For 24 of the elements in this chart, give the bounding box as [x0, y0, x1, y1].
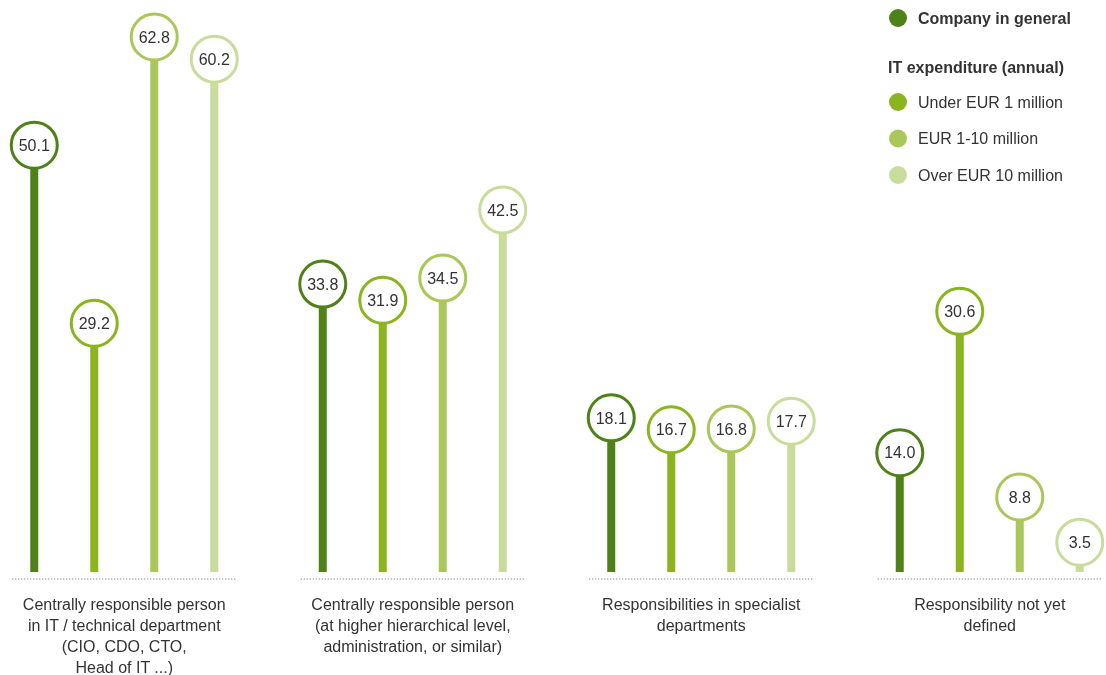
legend-label: EUR 1-10 million [918, 130, 1039, 148]
data-label: 34.5 [427, 269, 459, 287]
data-label: 60.2 [198, 50, 230, 68]
data-label: 14.0 [884, 444, 916, 462]
x-tick-label: Responsibilities in specialist departments [602, 596, 801, 634]
data-label: 3.5 [1068, 533, 1091, 551]
data-label: 16.7 [655, 421, 687, 439]
legend-label: Company in general [918, 9, 1071, 27]
data-label: 42.5 [487, 201, 519, 219]
data-label: 16.8 [715, 420, 747, 438]
data-label: 17.7 [775, 412, 807, 430]
data-label: 18.1 [595, 409, 627, 427]
legend-title: IT expenditure (annual) [888, 58, 1065, 76]
legend-label: Over EUR 10 million [918, 166, 1063, 184]
data-label: 31.9 [367, 292, 399, 309]
x-tick-label: Centrally responsible person (at higher hierarchical level, administration, or similar) [311, 596, 515, 655]
data-label: 62.8 [138, 28, 170, 46]
legend-label: Under EUR 1 million [918, 93, 1063, 111]
data-label: 30.6 [944, 303, 976, 321]
data-label: 33.8 [307, 275, 339, 293]
data-label: 50.1 [18, 136, 50, 154]
data-label: 8.8 [1008, 488, 1031, 506]
x-tick-label: Responsibility not yet defined [914, 596, 1066, 634]
data-label: 29.2 [78, 315, 110, 332]
